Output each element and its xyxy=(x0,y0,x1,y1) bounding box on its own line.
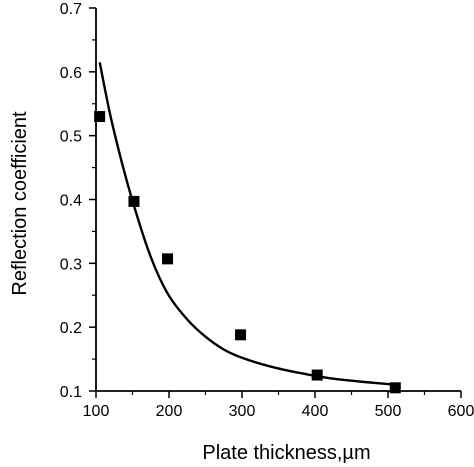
data-point-2 xyxy=(162,253,174,265)
y-tick-label: 0.5 xyxy=(60,129,82,146)
data-point-4 xyxy=(311,369,323,381)
y-tick-label: 0.1 xyxy=(60,384,82,401)
x-tick-label: 200 xyxy=(156,403,183,420)
y-tick-label: 0.3 xyxy=(60,256,82,273)
y-axis-title: Reflection coefficient xyxy=(9,111,31,296)
tick-marks xyxy=(89,7,462,398)
data-point-5 xyxy=(389,382,401,394)
x-axis-title: Plate thickness,µm xyxy=(202,442,370,464)
fit-curve xyxy=(98,62,396,386)
x-tick-label: 400 xyxy=(302,403,329,420)
y-tick-label: 0.2 xyxy=(60,320,82,337)
x-tick-label: 600 xyxy=(448,403,474,420)
fit-curve-layer xyxy=(98,62,396,386)
data-point-3 xyxy=(235,329,247,341)
x-tick-label: 100 xyxy=(83,403,110,420)
tick-labels: 100 200 300 400 500 600 0.1 0.2 0.3 0.4 0.5 0.6 0.7 xyxy=(60,1,474,420)
x-tick-label: 300 xyxy=(229,403,256,420)
x-tick-label: 500 xyxy=(375,403,402,420)
y-tick-label: 0.7 xyxy=(60,1,82,18)
y-tick-label: 0.4 xyxy=(60,193,82,210)
data-point-1 xyxy=(128,195,140,207)
axes xyxy=(95,8,461,392)
data-points-layer xyxy=(94,111,401,394)
data-point-0 xyxy=(94,111,106,123)
y-tick-label: 0.6 xyxy=(60,65,82,82)
